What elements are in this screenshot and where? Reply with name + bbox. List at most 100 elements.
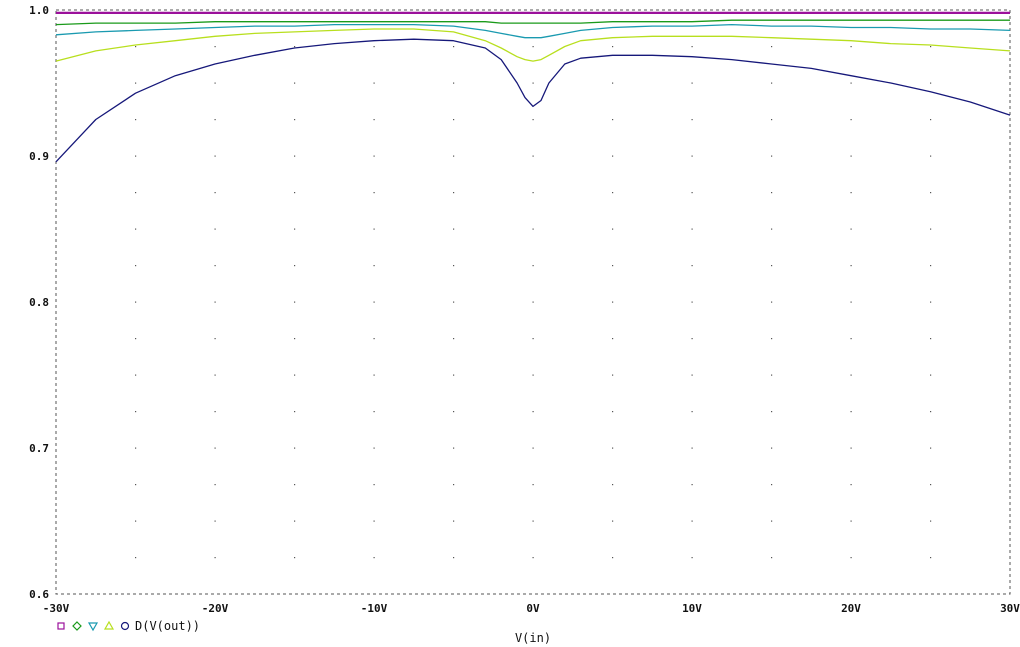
grid-dot — [771, 557, 773, 559]
x-tick-label: 20V — [841, 602, 861, 615]
grid-dot — [214, 374, 216, 376]
grid-dot — [294, 46, 296, 48]
grid-dot — [532, 46, 534, 48]
grid-dot — [850, 82, 852, 84]
grid-dot — [691, 46, 693, 48]
grid-dot — [135, 447, 137, 449]
grid-dot — [294, 447, 296, 449]
grid-dot — [373, 228, 375, 230]
grid-dot — [930, 557, 932, 559]
legend-marker-diamond — [72, 621, 82, 631]
y-tick-label: 0.9 — [29, 150, 49, 163]
grid-dot — [930, 520, 932, 522]
grid-dot — [135, 192, 137, 194]
grid-dot — [532, 155, 534, 157]
grid-dot — [771, 301, 773, 303]
grid-dot — [294, 265, 296, 267]
grid-dot — [373, 484, 375, 486]
grid-dot — [294, 228, 296, 230]
grid-dot — [691, 265, 693, 267]
legend-label: D(V(out)) — [135, 619, 200, 633]
grid-dot — [691, 228, 693, 230]
grid-dot — [532, 228, 534, 230]
grid-dot — [850, 155, 852, 157]
grid-dot — [691, 557, 693, 559]
grid-dot — [453, 374, 455, 376]
grid-dot — [612, 155, 614, 157]
grid-dot — [294, 82, 296, 84]
grid-dot — [930, 301, 932, 303]
grid-dot — [930, 338, 932, 340]
grid-dot — [294, 301, 296, 303]
grid-dot — [930, 155, 932, 157]
grid-dot — [214, 228, 216, 230]
grid-dot — [850, 520, 852, 522]
grid-dot — [850, 46, 852, 48]
legend-marker-triangle-up — [103, 620, 115, 630]
grid-dot — [135, 46, 137, 48]
grid-dot — [214, 265, 216, 267]
grid-dot — [930, 82, 932, 84]
grid-dot — [294, 520, 296, 522]
grid-dot — [532, 338, 534, 340]
grid-dot — [612, 557, 614, 559]
legend-markers — [57, 620, 130, 632]
grid-dot — [691, 447, 693, 449]
grid-dot — [532, 520, 534, 522]
grid-dot — [532, 301, 534, 303]
x-axis-title: V(in) — [515, 631, 551, 645]
grid-dot — [930, 411, 932, 413]
x-tick-labels: -30V -20V -10V 0V 10V 20V 30V — [43, 602, 1020, 615]
grid-dot — [294, 484, 296, 486]
grid-dot — [691, 411, 693, 413]
grid-dot — [373, 46, 375, 48]
grid-dot — [135, 338, 137, 340]
grid-dot — [135, 265, 137, 267]
grid-dot — [771, 265, 773, 267]
grid-dot — [294, 338, 296, 340]
grid-dot — [214, 155, 216, 157]
grid-dot — [612, 82, 614, 84]
grid-dot — [691, 484, 693, 486]
grid-dot — [214, 82, 216, 84]
grid-dot — [294, 557, 296, 559]
series-line-4 — [55, 28, 1011, 62]
grid-dot — [850, 338, 852, 340]
grid-dot — [373, 338, 375, 340]
grid-dot — [214, 46, 216, 48]
grid-dot — [612, 119, 614, 121]
grid-dot — [294, 155, 296, 157]
grid-dot — [930, 228, 932, 230]
grid-dot — [453, 46, 455, 48]
grid-dot — [612, 192, 614, 194]
grid-dot — [691, 155, 693, 157]
grid-dot — [771, 338, 773, 340]
grid-dot — [612, 46, 614, 48]
grid-dot — [135, 557, 137, 559]
grid-dot — [214, 447, 216, 449]
grid-dot — [612, 447, 614, 449]
y-tick-label: 1.0 — [29, 4, 49, 17]
grid-dot — [771, 192, 773, 194]
grid-dot — [294, 192, 296, 194]
grid-dot — [850, 192, 852, 194]
grid-dot — [453, 228, 455, 230]
grid-dot — [771, 46, 773, 48]
grid-dot — [850, 119, 852, 121]
grid-dot — [373, 265, 375, 267]
x-tick-label: -30V — [43, 602, 70, 615]
grid-dot — [532, 484, 534, 486]
legend-marker-circle — [120, 621, 130, 631]
grid-dot — [532, 265, 534, 267]
grid-dot — [135, 301, 137, 303]
grid-dot — [771, 119, 773, 121]
grid-dot — [214, 301, 216, 303]
grid-dot — [850, 557, 852, 559]
y-tick-label: 0.6 — [29, 588, 49, 601]
grid-dots — [135, 46, 932, 559]
grid-dot — [135, 228, 137, 230]
grid-dot — [373, 411, 375, 413]
x-tick-label: -20V — [202, 602, 229, 615]
grid-dot — [612, 265, 614, 267]
grid-dot — [453, 82, 455, 84]
